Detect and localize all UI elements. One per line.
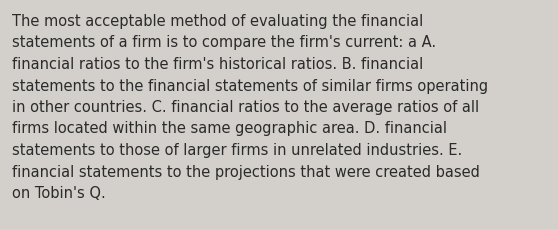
Text: financial statements to the projections that were created based: financial statements to the projections … [12, 164, 480, 179]
Text: in other countries. C. financial ratios to the average ratios of all: in other countries. C. financial ratios … [12, 100, 479, 114]
Text: The most acceptable method of evaluating the financial: The most acceptable method of evaluating… [12, 14, 424, 29]
Text: statements of a firm is to compare the firm's current: a A.: statements of a firm is to compare the f… [12, 35, 436, 50]
Text: financial ratios to the firm's historical ratios. B. financial: financial ratios to the firm's historica… [12, 57, 424, 72]
Text: statements to the financial statements of similar firms operating: statements to the financial statements o… [12, 78, 488, 93]
Text: firms located within the same geographic area. D. financial: firms located within the same geographic… [12, 121, 447, 136]
Text: statements to those of larger firms in unrelated industries. E.: statements to those of larger firms in u… [12, 142, 462, 157]
Text: on Tobin's Q.: on Tobin's Q. [12, 185, 106, 200]
